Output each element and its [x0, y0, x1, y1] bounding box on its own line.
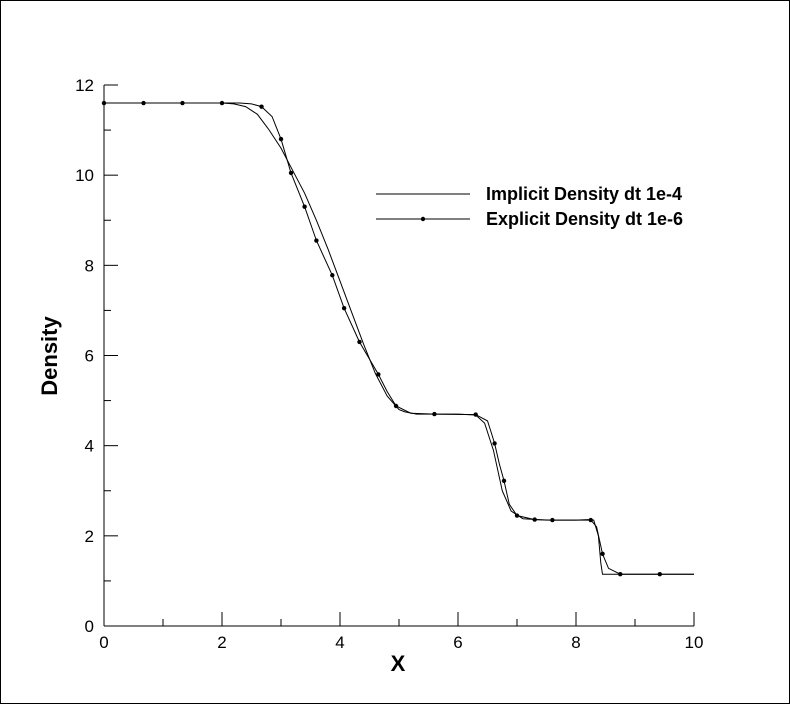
y-tick-label: 2 — [85, 527, 94, 546]
y-tick-label: 4 — [85, 437, 94, 456]
x-tick-label: 2 — [217, 633, 226, 652]
x-tick-label: 6 — [453, 633, 462, 652]
axes — [103, 85, 694, 627]
y-tick-label: 12 — [75, 76, 94, 95]
implicit-density-line — [104, 102, 694, 575]
explicit-density-point — [393, 403, 399, 409]
y-tick-label: 6 — [85, 347, 94, 366]
legend-marker — [420, 216, 426, 222]
explicit-density-point — [357, 339, 362, 345]
axis-ticks: 0 2 4 6 8 10 0 2 4 6 8 10 12 — [75, 76, 703, 652]
x-axis-title: X — [391, 651, 406, 676]
explicit-density-line — [104, 102, 694, 575]
explicit-density-point — [618, 571, 623, 577]
explicit-density-point — [341, 305, 347, 311]
explicit-density-point — [501, 478, 507, 484]
explicit-density-point — [514, 513, 520, 518]
explicit-density-point — [259, 104, 264, 109]
explicit-density-point — [219, 100, 225, 106]
y-axis-title: Density — [37, 316, 62, 396]
explicit-density-point — [278, 136, 284, 142]
explicit-density-point — [600, 551, 605, 557]
explicit-density-point — [532, 517, 537, 522]
x-tick-label: 8 — [571, 633, 580, 652]
y-tick-label: 8 — [85, 256, 94, 275]
legend-label: Implicit Density dt 1e-4 — [486, 184, 682, 204]
explicit-density-point — [376, 372, 381, 377]
explicit-density-point — [588, 517, 593, 523]
explicit-density-point — [432, 411, 437, 417]
x-tick-label: 10 — [685, 633, 704, 652]
explicit-density-point — [101, 100, 107, 106]
legend: Implicit Density dt 1e-4 Explicit Density… — [376, 184, 683, 229]
explicit-density-point — [180, 100, 185, 106]
explicit-density-point — [302, 204, 307, 209]
explicit-density-point — [288, 170, 294, 176]
explicit-density-point — [550, 517, 555, 523]
explicit-density-point — [657, 571, 662, 577]
x-tick-label: 4 — [335, 633, 344, 652]
explicit-density-point — [314, 238, 319, 243]
y-tick-label: 10 — [75, 166, 94, 185]
series-group — [101, 100, 694, 577]
legend-label: Explicit Density dt 1e-6 — [486, 209, 683, 229]
x-tick-label: 0 — [99, 633, 108, 652]
explicit-density-point — [473, 412, 478, 417]
explicit-density-point — [492, 441, 497, 446]
explicit-density-point — [330, 273, 335, 278]
y-tick-label: 0 — [85, 617, 94, 636]
explicit-density-point — [141, 100, 146, 106]
